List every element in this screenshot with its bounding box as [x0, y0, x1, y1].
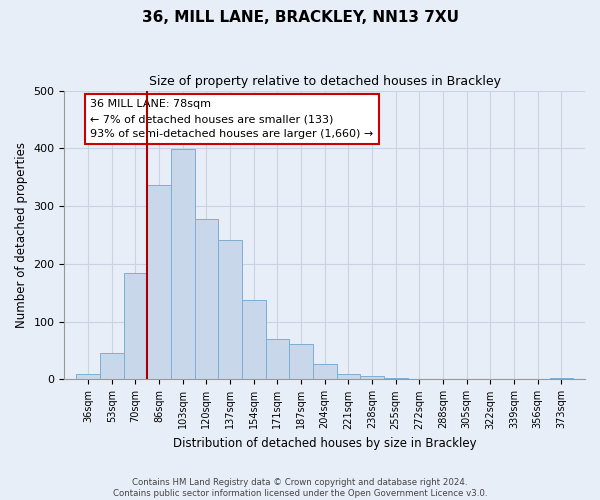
Bar [76, 374, 100, 380]
Bar [266, 339, 289, 380]
Text: Contains HM Land Registry data © Crown copyright and database right 2024.
Contai: Contains HM Land Registry data © Crown c… [113, 478, 487, 498]
Bar [218, 240, 242, 380]
Bar [289, 344, 313, 380]
Bar [124, 272, 147, 380]
Title: Size of property relative to detached houses in Brackley: Size of property relative to detached ho… [149, 75, 501, 88]
Bar [171, 150, 194, 380]
Bar [242, 300, 266, 380]
Text: 36, MILL LANE, BRACKLEY, NN13 7XU: 36, MILL LANE, BRACKLEY, NN13 7XU [142, 10, 458, 25]
Bar [384, 378, 407, 380]
Bar [313, 364, 337, 380]
Bar [100, 353, 124, 380]
Bar [550, 378, 573, 380]
Text: 36 MILL LANE: 78sqm
← 7% of detached houses are smaller (133)
93% of semi-detach: 36 MILL LANE: 78sqm ← 7% of detached hou… [91, 99, 374, 139]
Bar [147, 184, 171, 380]
Bar [407, 379, 431, 380]
Bar [431, 379, 455, 380]
Bar [360, 376, 384, 380]
X-axis label: Distribution of detached houses by size in Brackley: Distribution of detached houses by size … [173, 437, 476, 450]
Y-axis label: Number of detached properties: Number of detached properties [15, 142, 28, 328]
Bar [194, 220, 218, 380]
Bar [337, 374, 360, 380]
